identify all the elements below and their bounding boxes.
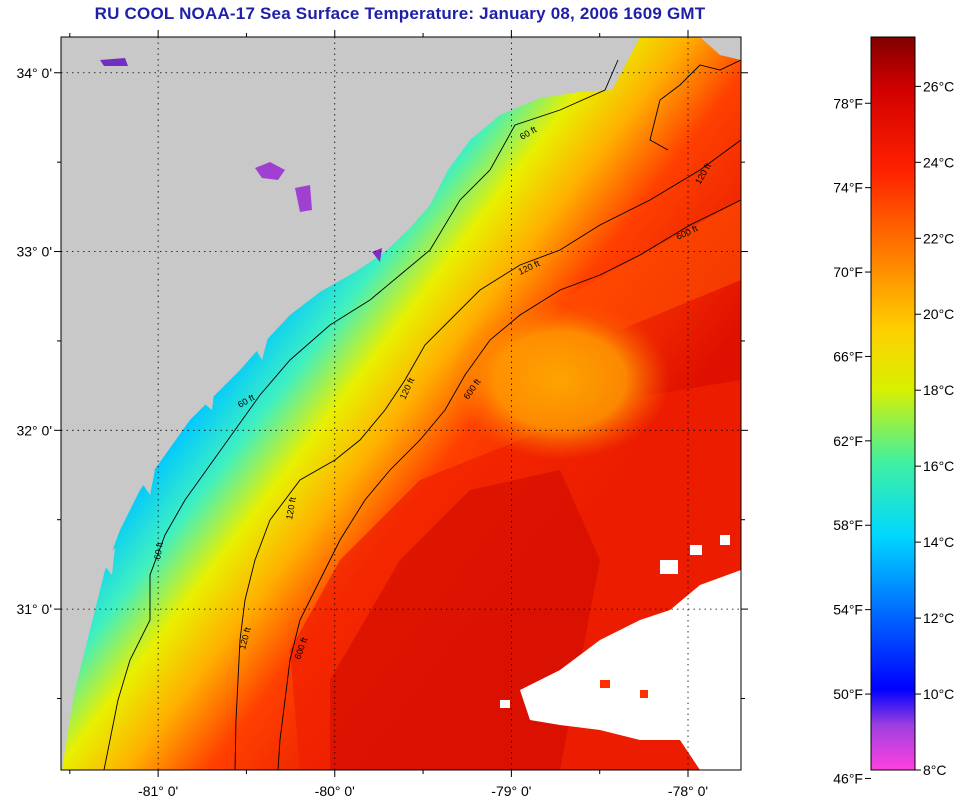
lon-tick-label: -79° 0' [491, 783, 531, 799]
land-mass [61, 37, 640, 770]
cb-fahrenheit-label: 58°F [833, 517, 863, 533]
cb-fahrenheit-label: 66°F [833, 348, 863, 364]
inland-water [100, 58, 382, 262]
cb-celsius-label: 12°C [923, 610, 954, 626]
cb-celsius-label: 8°C [923, 762, 947, 778]
cb-celsius-label: 24°C [923, 154, 954, 170]
lat-tick-label: 34° 0' [16, 65, 52, 81]
cb-celsius-label: 14°C [923, 534, 954, 550]
cb-fahrenheit-label: 54°F [833, 602, 863, 618]
map-title: RU COOL NOAA-17 Sea Surface Temperature:… [94, 4, 706, 23]
map-ticks [54, 30, 748, 777]
colorbar-celsius-labels: 26°C 24°C 22°C 20°C 18°C 16°C 14°C 12°C 10°C 8°C [923, 78, 954, 778]
bathymetry-contours [103, 59, 741, 770]
cb-celsius-label: 16°C [923, 458, 954, 474]
cb-celsius-label: 22°C [923, 230, 954, 246]
lat-tick-label: 32° 0' [16, 422, 52, 438]
cb-fahrenheit-label: 78°F [833, 95, 863, 111]
contour-120ft [234, 139, 741, 770]
cb-fahrenheit-label: 74°F [833, 180, 863, 196]
cb-celsius-label: 10°C [923, 686, 954, 702]
warm-eddy [450, 300, 670, 460]
lat-tick-label: 31° 0' [16, 601, 52, 617]
lon-tick-label: -78° 0' [668, 783, 708, 799]
northeast-warm-band [560, 200, 741, 330]
contour-label-60ft: 60 ft [152, 541, 165, 560]
cb-celsius-label: 26°C [923, 78, 954, 94]
colorbar-gradient [870, 36, 916, 771]
latitude-labels: 34° 0' 33° 0' 32° 0' 31° 0' [16, 65, 52, 617]
contour-label-120ft: 120 ft [284, 496, 298, 520]
cb-fahrenheit-label: 70°F [833, 264, 863, 280]
cb-fahrenheit-label: 50°F [833, 686, 863, 702]
map-frame [60, 36, 742, 771]
contour-60ft [103, 59, 619, 770]
graticule [61, 37, 741, 770]
colorbar-ticks [865, 85, 921, 779]
colorbar-fahrenheit-labels: 78°F 74°F 70°F 66°F 62°F 58°F 54°F 50°F 46°F [833, 95, 863, 786]
map-panel: 60 ft 60 ft 60 ft 120 ft 120 ft 120 ft 1… [61, 37, 741, 770]
cb-fahrenheit-label: 46°F [833, 770, 863, 786]
cb-celsius-label: 18°C [923, 382, 954, 398]
cb-celsius-label: 20°C [923, 306, 954, 322]
lon-tick-label: -80° 0' [315, 783, 355, 799]
lat-tick-label: 33° 0' [16, 244, 52, 260]
colorbar: 78°F 74°F 70°F 66°F 62°F 58°F 54°F 50°F 46°F 26°… [833, 36, 954, 786]
lon-tick-label: -81° 0' [138, 783, 178, 799]
cloud-cover [500, 535, 741, 770]
longitude-labels: -81° 0' -80° 0' -79° 0' -78° 0' [138, 783, 708, 799]
cb-fahrenheit-label: 62°F [833, 433, 863, 449]
contour-600ft [277, 199, 741, 770]
